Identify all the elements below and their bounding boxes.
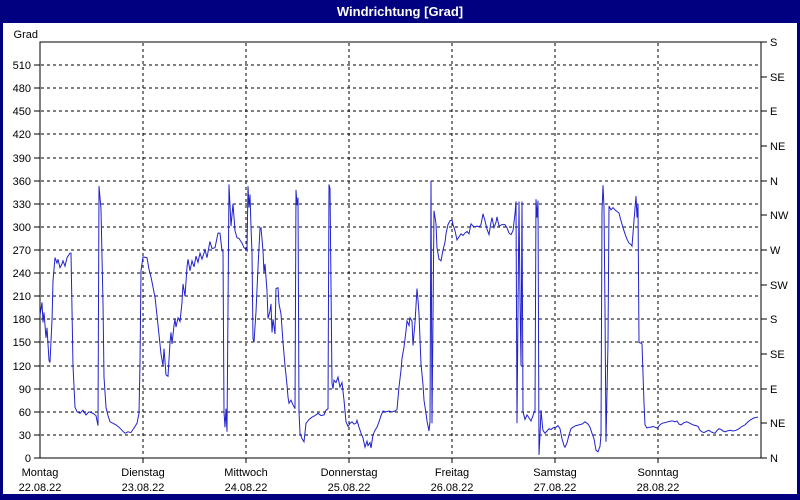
right-tick-label: N xyxy=(770,453,778,465)
day-name-label: Freitag xyxy=(435,467,469,479)
left-tick-label: 150 xyxy=(13,337,31,349)
right-tick-label: SE xyxy=(770,72,785,84)
gridlines xyxy=(41,43,760,457)
left-tick-label: 240 xyxy=(13,268,31,280)
chart-area: 0 30 60 90 120 150 180 210 240 270 300 330 360 390 420… xyxy=(3,23,797,494)
right-tick-label: E xyxy=(770,384,777,396)
left-tick-label: 90 xyxy=(19,384,31,396)
right-tick-label: N xyxy=(770,176,778,188)
title-bar[interactable]: Windrichtung [Grad] xyxy=(3,0,797,23)
left-tick-label: 480 xyxy=(13,83,31,95)
day-name-label: Donnerstag xyxy=(321,467,378,479)
day-date-label: 28.08.22 xyxy=(637,482,680,494)
left-tick-label: 510 xyxy=(13,60,31,72)
right-tick-label: SE xyxy=(770,349,785,361)
axes xyxy=(34,41,767,463)
window-title: Windrichtung [Grad] xyxy=(336,4,464,19)
right-tick-label: E xyxy=(770,106,777,118)
left-tick-label: 30 xyxy=(19,430,31,442)
left-tick-label: 210 xyxy=(13,291,31,303)
day-date-label: 26.08.22 xyxy=(431,482,474,494)
right-tick-label: S xyxy=(770,314,777,326)
left-tick-label: 420 xyxy=(13,129,31,141)
day-date-label: 27.08.22 xyxy=(534,482,577,494)
left-tick-label: 270 xyxy=(13,245,31,257)
y-axis-title: Grad xyxy=(14,29,38,41)
right-tick-label: S xyxy=(770,37,777,49)
left-tick-label: 450 xyxy=(13,106,31,118)
day-name-label: Sonntag xyxy=(638,467,679,479)
plot-frame xyxy=(39,41,762,459)
day-name-label: Dienstag xyxy=(121,467,164,479)
day-name-label: Mittwoch xyxy=(224,467,267,479)
right-tick-label: NW xyxy=(770,210,789,222)
wind-direction-chart: 0 30 60 90 120 150 180 210 240 270 300 330 360 390 420… xyxy=(13,29,789,494)
day-date-label: 24.08.22 xyxy=(225,482,268,494)
left-tick-label: 390 xyxy=(13,153,31,165)
day-name-label: Samstag xyxy=(533,467,576,479)
left-tick-label: 60 xyxy=(19,407,31,419)
day-date-label: 23.08.22 xyxy=(122,482,165,494)
left-tick-label: 360 xyxy=(13,176,31,188)
left-tick-label: 0 xyxy=(25,453,31,465)
right-tick-label: NE xyxy=(770,418,785,430)
right-tick-label: SW xyxy=(770,280,788,292)
wind-direction-line xyxy=(39,180,758,455)
day-date-label: 25.08.22 xyxy=(328,482,371,494)
left-tick-label: 180 xyxy=(13,314,31,326)
left-tick-label: 330 xyxy=(13,199,31,211)
right-tick-label: W xyxy=(770,245,781,257)
right-tick-label: NE xyxy=(770,141,785,153)
day-name-label: Montag xyxy=(22,467,59,479)
axis-labels: 0 30 60 90 120 150 180 210 240 270 300 330 360 390 420… xyxy=(13,29,789,494)
left-tick-label: 120 xyxy=(13,361,31,373)
data-series xyxy=(39,180,758,455)
day-date-label: 22.08.22 xyxy=(19,482,62,494)
left-tick-label: 300 xyxy=(13,222,31,234)
